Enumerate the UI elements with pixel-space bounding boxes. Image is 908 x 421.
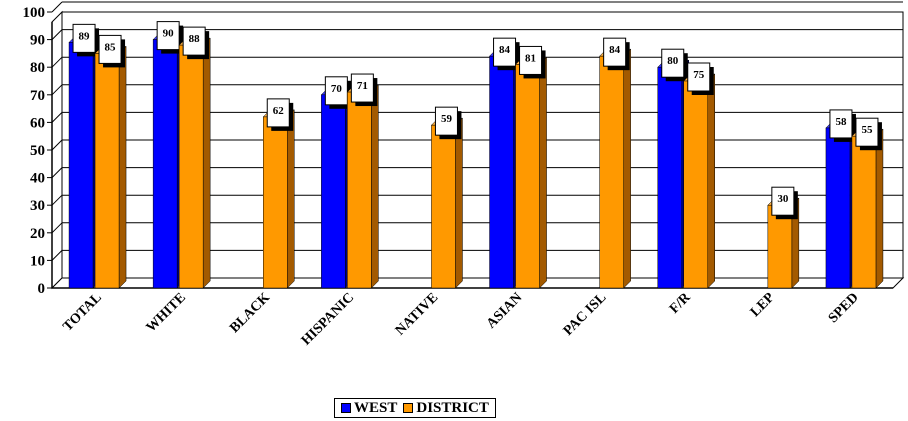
gridline-diagonal bbox=[51, 222, 63, 234]
data-label: 88 bbox=[189, 33, 201, 45]
y-tick-label: 10 bbox=[30, 253, 45, 269]
gridline-diagonal bbox=[51, 112, 63, 123]
legend-label-district: DISTRICT bbox=[416, 399, 489, 416]
bar-side bbox=[371, 84, 379, 289]
y-tick-label: 100 bbox=[23, 5, 46, 21]
data-label-box bbox=[156, 21, 180, 51]
bar-side bbox=[539, 56, 547, 289]
data-label: 62 bbox=[273, 105, 285, 117]
data-label-box bbox=[72, 23, 96, 53]
data-label-box bbox=[855, 117, 879, 147]
x-tick-label: HISPANIC bbox=[299, 290, 357, 348]
y-tick-label: 0 bbox=[38, 281, 46, 297]
bar-west bbox=[321, 94, 346, 289]
bar-side bbox=[287, 109, 295, 289]
bar-district bbox=[347, 91, 372, 289]
data-label-box bbox=[350, 73, 374, 103]
gridline-diagonal bbox=[51, 194, 63, 206]
bar-district bbox=[851, 135, 877, 289]
legend-item-district: DISTRICT bbox=[403, 400, 489, 417]
y-tick-label: 70 bbox=[30, 88, 45, 104]
x-tick-label: F/R bbox=[667, 290, 694, 317]
bar-side bbox=[875, 128, 884, 289]
data-label-box bbox=[687, 62, 711, 92]
data-label-box bbox=[829, 109, 853, 139]
bar-west bbox=[489, 55, 514, 289]
bar-west bbox=[68, 42, 94, 289]
bar-side bbox=[455, 117, 463, 289]
bar-district bbox=[515, 64, 540, 289]
y-tick-label: 80 bbox=[30, 60, 45, 76]
x-tick-label: WHITE bbox=[144, 290, 189, 335]
bar-district bbox=[431, 124, 456, 289]
gridline-diagonal bbox=[51, 167, 63, 178]
data-label-box bbox=[98, 34, 122, 64]
legend-item-west: WEST bbox=[341, 400, 397, 417]
data-label: 71 bbox=[357, 80, 368, 92]
data-label: 84 bbox=[609, 44, 621, 56]
bar-west bbox=[657, 66, 682, 289]
data-label-box bbox=[434, 106, 458, 136]
y-tick-label: 60 bbox=[30, 115, 45, 131]
gridline-diagonal bbox=[51, 84, 63, 96]
data-label-box bbox=[603, 37, 627, 67]
data-label: 89 bbox=[79, 30, 91, 42]
gridline-diagonal bbox=[51, 29, 63, 40]
x-tick-label: ASIAN bbox=[484, 290, 525, 331]
data-label: 81 bbox=[525, 52, 536, 64]
x-tick-label: BLACK bbox=[227, 290, 273, 336]
y-tick-label: 40 bbox=[30, 171, 45, 187]
data-label: 59 bbox=[441, 113, 453, 125]
data-label-box bbox=[771, 186, 795, 216]
data-label-box bbox=[266, 98, 290, 128]
y-tick-label: 50 bbox=[30, 143, 45, 159]
data-label-box bbox=[324, 76, 348, 106]
y-tick-label: 90 bbox=[30, 33, 45, 49]
bar-district bbox=[599, 55, 624, 289]
y-tick-label: 20 bbox=[30, 226, 45, 242]
bar-side bbox=[623, 48, 631, 289]
data-label: 90 bbox=[163, 28, 175, 40]
bar-west bbox=[152, 39, 178, 289]
x-tick-label: NATIVE bbox=[393, 290, 441, 338]
gridline-diagonal bbox=[51, 139, 63, 151]
gridline-diagonal bbox=[51, 1, 63, 13]
data-label: 75 bbox=[693, 69, 705, 81]
data-label: 30 bbox=[777, 193, 789, 205]
legend-swatch-district bbox=[403, 403, 414, 413]
data-label: 85 bbox=[105, 41, 117, 53]
side-wall bbox=[51, 10, 63, 290]
gridline-diagonal bbox=[51, 56, 63, 68]
bar-district bbox=[178, 44, 204, 289]
data-label: 80 bbox=[667, 55, 679, 67]
x-tick-label: TOTAL bbox=[61, 290, 105, 334]
bar-side bbox=[118, 45, 127, 289]
bar-side bbox=[707, 73, 715, 289]
data-label: 58 bbox=[835, 116, 847, 128]
data-label: 84 bbox=[499, 44, 511, 56]
bar-district bbox=[263, 116, 288, 289]
gridline-diagonal bbox=[51, 250, 63, 261]
data-label: 70 bbox=[331, 83, 343, 95]
data-label-box bbox=[493, 37, 517, 67]
y-tick-label: 30 bbox=[30, 198, 45, 214]
bar-side bbox=[202, 37, 211, 289]
data-label-box bbox=[661, 48, 685, 78]
data-label-box bbox=[519, 45, 543, 75]
bar-district bbox=[683, 80, 708, 289]
x-tick-label: PAC ISL bbox=[561, 290, 610, 339]
data-label: 55 bbox=[861, 124, 873, 136]
legend: WEST DISTRICT bbox=[334, 398, 496, 418]
bar-west bbox=[825, 127, 851, 289]
x-tick-label: SPED bbox=[826, 290, 862, 326]
x-tick-label: LEP bbox=[748, 290, 778, 320]
legend-label-west: WEST bbox=[354, 399, 398, 416]
legend-swatch-west bbox=[341, 403, 351, 413]
bar-district bbox=[94, 53, 120, 289]
data-label-box bbox=[182, 26, 206, 56]
